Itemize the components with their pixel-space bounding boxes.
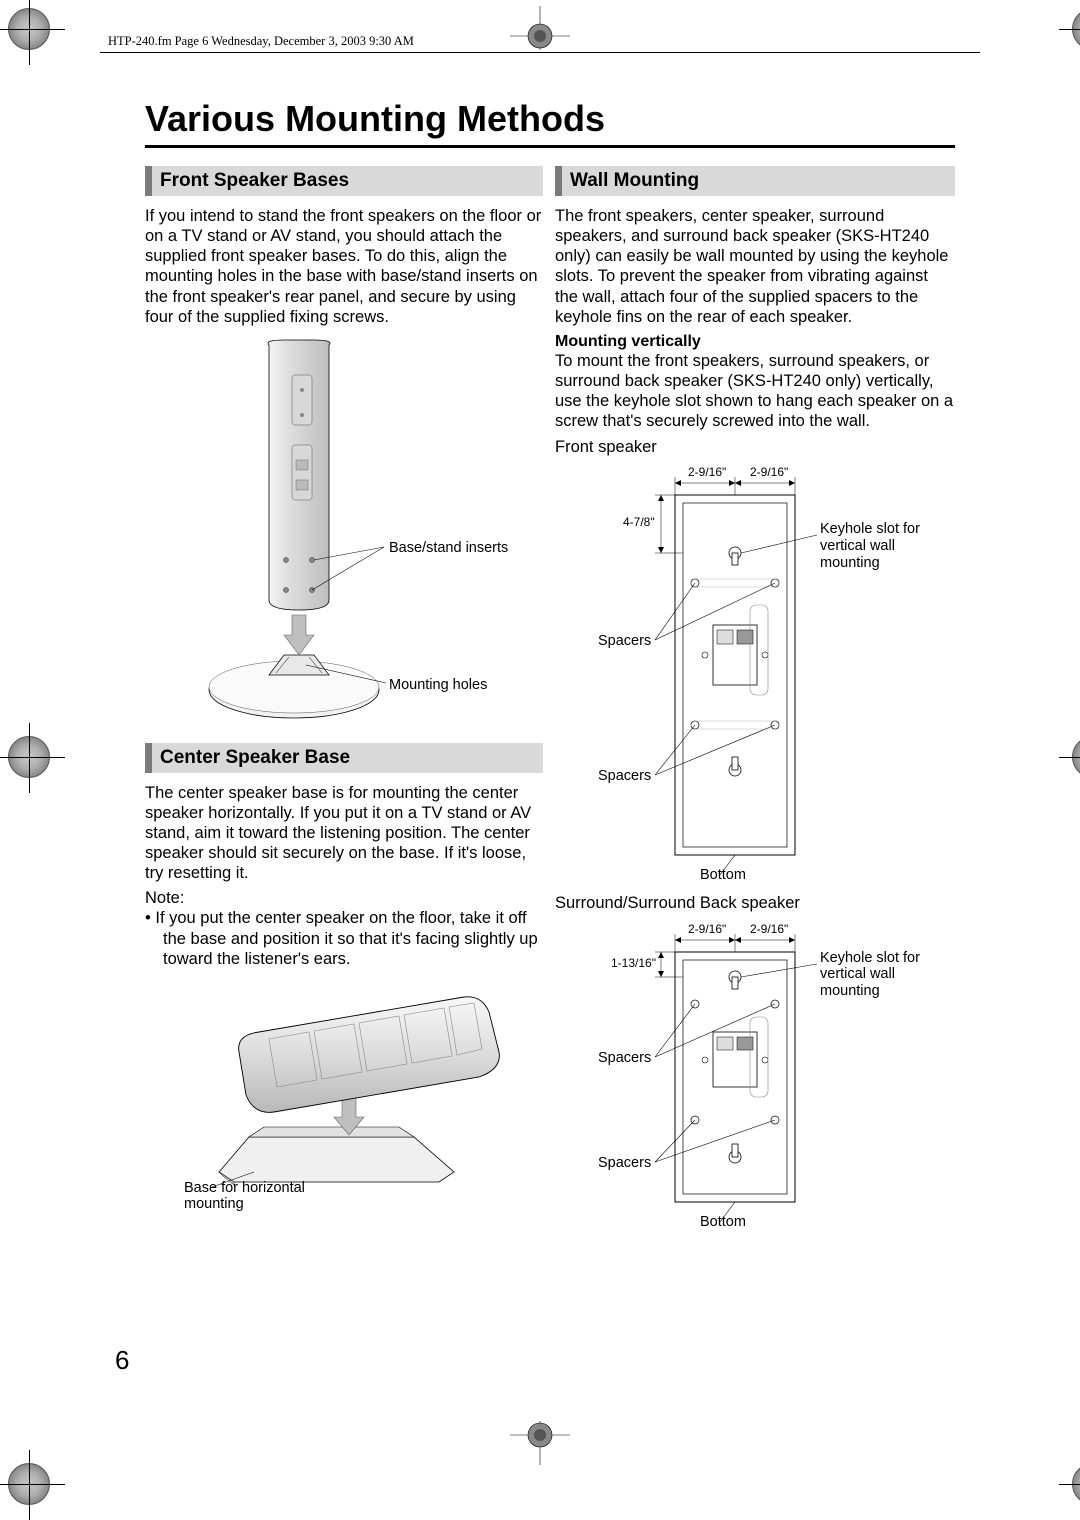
section-center-base: Center Speaker Base xyxy=(145,743,543,773)
wall-mount-body: The front speakers, center speaker, surr… xyxy=(555,206,955,327)
center-base-bullet: • If you put the center speaker on the ﬂ… xyxy=(145,908,543,968)
title-rule xyxy=(145,145,955,148)
label-spacers-front-2: Spacers xyxy=(598,768,651,785)
dim-front-b: 2-9/16" xyxy=(750,465,788,479)
front-speaker-figtitle: Front speaker xyxy=(555,437,955,457)
label-spacers-front-1: Spacers xyxy=(598,633,651,650)
figure-center-base: Base for horizontal mounting xyxy=(164,977,524,1207)
figure-surround-rear: 2-9/16" 2-9/16" 1-13/16" Keyhole slot fo… xyxy=(555,922,955,1232)
figure-front-rear: 2-9/16" 2-9/16" 4-7/8" Keyhole slot for … xyxy=(555,465,955,885)
label-keyhole-surr: Keyhole slot for vertical wall mounting xyxy=(820,950,940,1000)
dim-surr-b: 2-9/16" xyxy=(750,922,788,936)
label-spacers-surr-2: Spacers xyxy=(598,1155,651,1172)
label-keyhole-front: Keyhole slot for vertical wall mounting xyxy=(820,521,940,571)
front-bases-body: If you intend to stand the front speaker… xyxy=(145,206,543,327)
header-rule xyxy=(100,52,980,53)
center-base-body: The center speaker base is for mounting … xyxy=(145,783,543,884)
section-wall-mount: Wall Mounting xyxy=(555,166,955,196)
page-header: HTP-240.fm Page 6 Wednesday, December 3,… xyxy=(108,34,414,49)
mounting-vertically-body: To mount the front speakers, surround sp… xyxy=(555,351,955,432)
surround-speaker-figtitle: Surround/Surround Back speaker xyxy=(555,893,955,913)
left-column: Front Speaker Bases If you intend to sta… xyxy=(145,166,543,1240)
dim-surr-a: 2-9/16" xyxy=(688,922,726,936)
page-number: 6 xyxy=(115,1345,129,1376)
section-front-bases: Front Speaker Bases xyxy=(145,166,543,196)
dim-front-a: 2-9/16" xyxy=(688,465,726,479)
label-bottom-front: Bottom xyxy=(700,867,746,884)
mounting-vertically-head: Mounting vertically xyxy=(555,333,955,351)
dim-surr-top: 1-13/16" xyxy=(611,956,656,970)
label-horizontal-base: Base for horizontal mounting xyxy=(184,1180,324,1213)
dim-front-top: 4-7/8" xyxy=(623,515,655,529)
figure-front-base: Base/stand inserts Mounting holes xyxy=(174,335,514,735)
note-label: Note: xyxy=(145,889,543,908)
label-base-inserts: Base/stand inserts xyxy=(389,540,508,557)
label-mounting-holes: Mounting holes xyxy=(389,677,487,694)
label-bottom-surr: Bottom xyxy=(700,1214,746,1231)
label-spacers-surr-1: Spacers xyxy=(598,1050,651,1067)
page-title: Various Mounting Methods xyxy=(145,98,605,140)
right-column: Wall Mounting The front speakers, center… xyxy=(555,166,955,1240)
